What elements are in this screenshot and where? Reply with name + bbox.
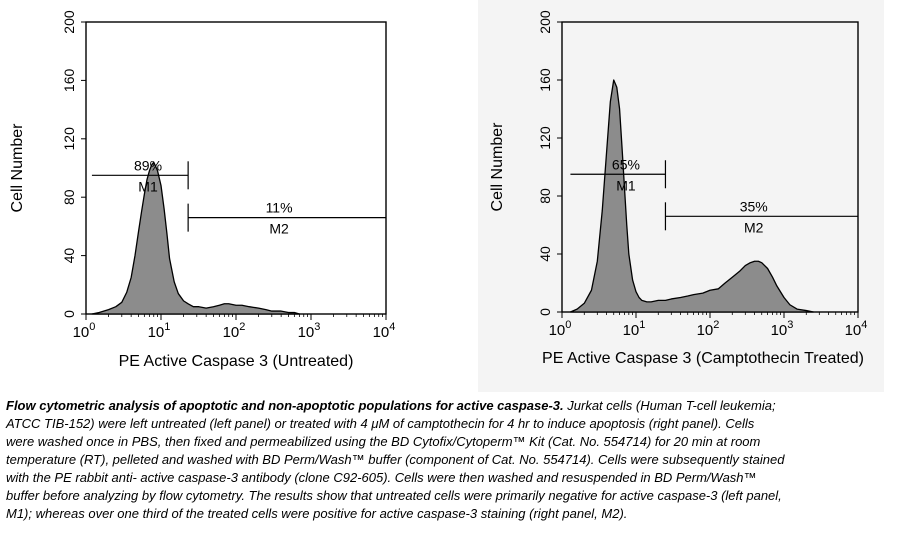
gate-name-label: M1 [138, 178, 158, 194]
y-tick-label: 80 [61, 189, 77, 205]
x-tick-label: 104 [373, 321, 396, 341]
x-tick-label: 102 [223, 321, 246, 341]
x-tick-label: 103 [771, 319, 794, 339]
x-tick-label: 103 [298, 321, 321, 341]
y-tick-label: 120 [61, 127, 77, 151]
x-tick-label: 100 [73, 321, 96, 341]
y-tick-label: 200 [537, 10, 553, 34]
gate-percent-label: 65% [612, 156, 640, 172]
y-tick-label: 40 [537, 246, 553, 262]
y-tick-label: 160 [537, 68, 553, 92]
y-tick-label: 0 [61, 310, 77, 318]
histogram-panel-untreated: 0 40 80 120 160 200 100 101 102 103 104 89% M1 11% M2 C… [0, 0, 451, 392]
gate-percent-label: 11% [266, 200, 293, 216]
figure-caption: Flow cytometric analysis of apoptotic an… [6, 397, 786, 523]
histogram-untreated: 0 40 80 120 160 200 100 101 102 103 104 89% M1 11% M2 C… [9, 10, 396, 370]
y-tick-label: 0 [537, 308, 553, 316]
y-axis-label: Cell Number [489, 122, 506, 212]
gate-percent-label: 35% [740, 198, 768, 214]
histogram-camptothecin-treated: 0 40 80 120 160 200 100 101 102 103 104 65% M1 35% M2 C… [489, 10, 868, 367]
x-tick-label: 101 [148, 321, 171, 341]
y-tick-label: 40 [61, 248, 77, 264]
x-axis-label: PE Active Caspase 3 (Camptothecin Treate… [542, 350, 864, 367]
caption-title: Flow cytometric analysis of apoptotic an… [6, 398, 564, 413]
plot-frame [85, 21, 387, 315]
y-tick-label: 200 [61, 10, 77, 34]
x-tick-label: 101 [623, 319, 646, 339]
x-tick-label: 104 [845, 319, 868, 339]
histogram-panel-treated: 0 40 80 120 160 200 100 101 102 103 104 65% M1 35% M2 C… [478, 0, 884, 392]
histogram-area [569, 79, 815, 313]
gate-percent-label: 89% [134, 157, 162, 173]
gate-name-label: M1 [616, 177, 636, 193]
x-axis-label: PE Active Caspase 3 (Untreated) [119, 353, 354, 370]
caption-body: Jurkat cells (Human T-cell leukemia; ATC… [6, 398, 785, 521]
gate-name-label: M2 [269, 221, 289, 237]
gate-name-label: M2 [744, 219, 764, 235]
x-tick-label: 102 [697, 319, 720, 339]
x-tick-label: 100 [549, 319, 572, 339]
histogram-area [91, 161, 301, 315]
y-tick-label: 80 [537, 188, 553, 204]
y-axis-label: Cell Number [9, 123, 26, 213]
y-tick-label: 120 [537, 126, 553, 150]
y-tick-label: 160 [61, 69, 77, 93]
